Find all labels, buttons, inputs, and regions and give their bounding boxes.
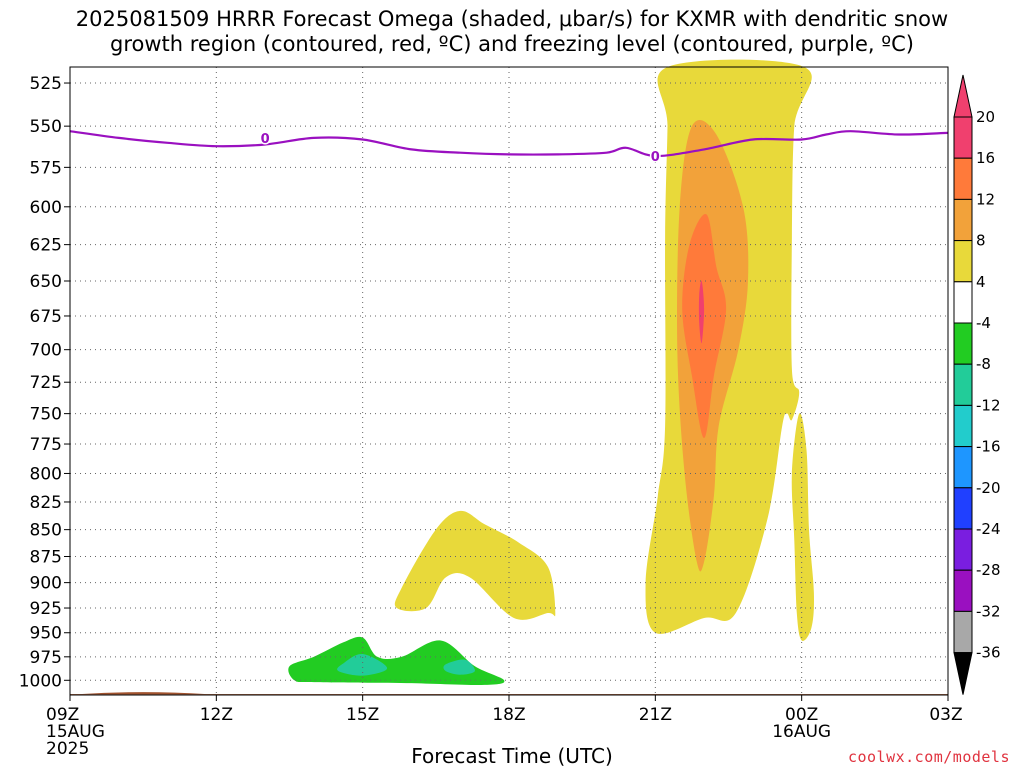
omega-region-4 — [682, 214, 727, 438]
y-axis: 525 550 575 600 625 650 675 700 725 750 775 800 825 8… — [19, 74, 70, 691]
y-tick-label-525: 525 — [30, 74, 62, 94]
colorbar-label-10: -24 — [976, 520, 1001, 538]
freezing-level-line — [69, 130, 949, 158]
colorbar-swatch-4 — [953, 281, 973, 324]
colorbar-swatch-7 — [953, 404, 973, 448]
chart-title-line2: growth region (contoured, red, ºC) and f… — [110, 32, 914, 56]
x-tick-sublabel-09Z-0: 15AUG — [46, 722, 105, 742]
y-tick-label-950: 950 — [30, 624, 62, 644]
colorbar-label-4: 4 — [976, 273, 986, 291]
y-tick-label-725: 725 — [30, 373, 62, 393]
omega-region-7 — [337, 653, 388, 676]
y-tick-label-600: 600 — [30, 198, 62, 218]
y-tick-label-550: 550 — [30, 117, 62, 137]
colorbar-label-0: 20 — [976, 108, 995, 126]
colorbar-label-13: -36 — [976, 644, 1001, 662]
chart-title: 2025081509 HRRR Forecast Omega (shaded, … — [0, 7, 1024, 57]
colorbar-bottom-triangle — [953, 652, 973, 695]
omega-region-6 — [288, 636, 505, 685]
colorbar-swatch-1 — [953, 157, 973, 200]
colorbar-label-2: 12 — [976, 190, 995, 208]
colorbar-swatch-5 — [953, 322, 973, 365]
colorbar-label-8: -16 — [976, 438, 1001, 456]
colorbar-swatch-8 — [953, 446, 973, 489]
colorbar-swatch-10 — [953, 528, 973, 571]
colorbar-label-3: 8 — [976, 232, 986, 250]
y-tick-label-775: 775 — [30, 435, 62, 455]
colorbar-label-6: -8 — [976, 355, 991, 373]
x-tick-label-12Z: 12Z — [200, 705, 233, 725]
freezing-level-contour: 00 — [69, 130, 949, 166]
colorbar-label-12: -32 — [976, 602, 1001, 620]
y-tick-label-700: 700 — [30, 341, 62, 361]
y-tick-label-800: 800 — [30, 464, 62, 484]
y-tick-label-975: 975 — [30, 648, 62, 668]
y-tick-label-900: 900 — [30, 574, 62, 594]
freezing-level-label-1: 0 — [651, 150, 660, 165]
y-tick-label-750: 750 — [30, 405, 62, 425]
x-tick-label-03Z: 03Z — [929, 705, 962, 725]
y-tick-label-850: 850 — [30, 521, 62, 541]
y-tick-label-675: 675 — [30, 307, 62, 327]
omega-region-5 — [698, 280, 705, 344]
y-tick-label-1000: 1000 — [19, 671, 62, 691]
y-tick-label-825: 825 — [30, 493, 62, 513]
y-tick-label-925: 925 — [30, 599, 62, 619]
x-axis-label: Forecast Time (UTC) — [411, 744, 613, 768]
x-tick-label-00Z: 00Z — [785, 705, 818, 725]
colorbar-top-triangle — [953, 74, 973, 118]
credit-link[interactable]: coolwx.com/models — [847, 748, 1010, 766]
omega-region-8 — [443, 659, 475, 675]
colorbar: 20 16 12 8 4 -4 -8 -12 -16 -20 -24 -28 -32 -36 — [953, 74, 1001, 695]
surface-bump — [79, 692, 207, 695]
colorbar-swatch-9 — [953, 487, 973, 530]
colorbar-label-7: -12 — [976, 396, 1001, 414]
x-tick-sublabel-00Z-0: 16AUG — [772, 722, 831, 742]
colorbar-swatch-11 — [953, 569, 973, 612]
colorbar-swatch-3 — [953, 240, 973, 283]
colorbar-swatch-2 — [953, 198, 973, 242]
y-tick-label-575: 575 — [30, 158, 62, 178]
colorbar-swatch-6 — [953, 363, 973, 406]
x-tick-sublabel-09Z-1: 2025 — [46, 739, 89, 759]
colorbar-label-1: 16 — [976, 149, 995, 167]
y-tick-label-650: 650 — [30, 272, 62, 292]
y-tick-label-625: 625 — [30, 236, 62, 256]
x-tick-label-15Z: 15Z — [346, 705, 379, 725]
x-tick-label-18Z: 18Z — [492, 705, 525, 725]
y-tick-label-875: 875 — [30, 548, 62, 568]
x-tick-label-09Z: 09Z — [46, 705, 79, 725]
colorbar-label-11: -28 — [976, 561, 1001, 579]
chart-title-line1: 2025081509 HRRR Forecast Omega (shaded, … — [75, 7, 949, 31]
colorbar-swatch-0 — [953, 116, 973, 159]
freezing-level-label-0: 0 — [261, 132, 270, 147]
omega-region-2 — [394, 510, 556, 620]
colorbar-label-5: -4 — [976, 314, 991, 332]
x-tick-label-21Z: 21Z — [639, 705, 672, 725]
colorbar-label-9: -20 — [976, 479, 1001, 497]
colorbar-swatch-12 — [953, 610, 973, 654]
omega-region-1 — [791, 413, 814, 642]
omega-shading — [288, 59, 814, 685]
